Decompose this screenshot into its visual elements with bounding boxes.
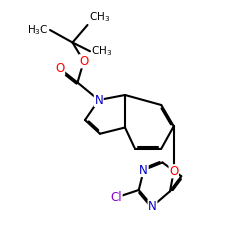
Text: O: O — [56, 62, 64, 75]
Text: H$_3$C: H$_3$C — [27, 23, 49, 37]
Text: O: O — [79, 55, 88, 68]
Text: Cl: Cl — [110, 191, 122, 204]
Text: CH$_3$: CH$_3$ — [91, 44, 112, 58]
Text: O: O — [169, 165, 178, 178]
Text: N: N — [94, 94, 103, 106]
Text: N: N — [140, 164, 148, 176]
Text: CH$_3$: CH$_3$ — [89, 10, 110, 24]
Text: N: N — [148, 200, 157, 213]
